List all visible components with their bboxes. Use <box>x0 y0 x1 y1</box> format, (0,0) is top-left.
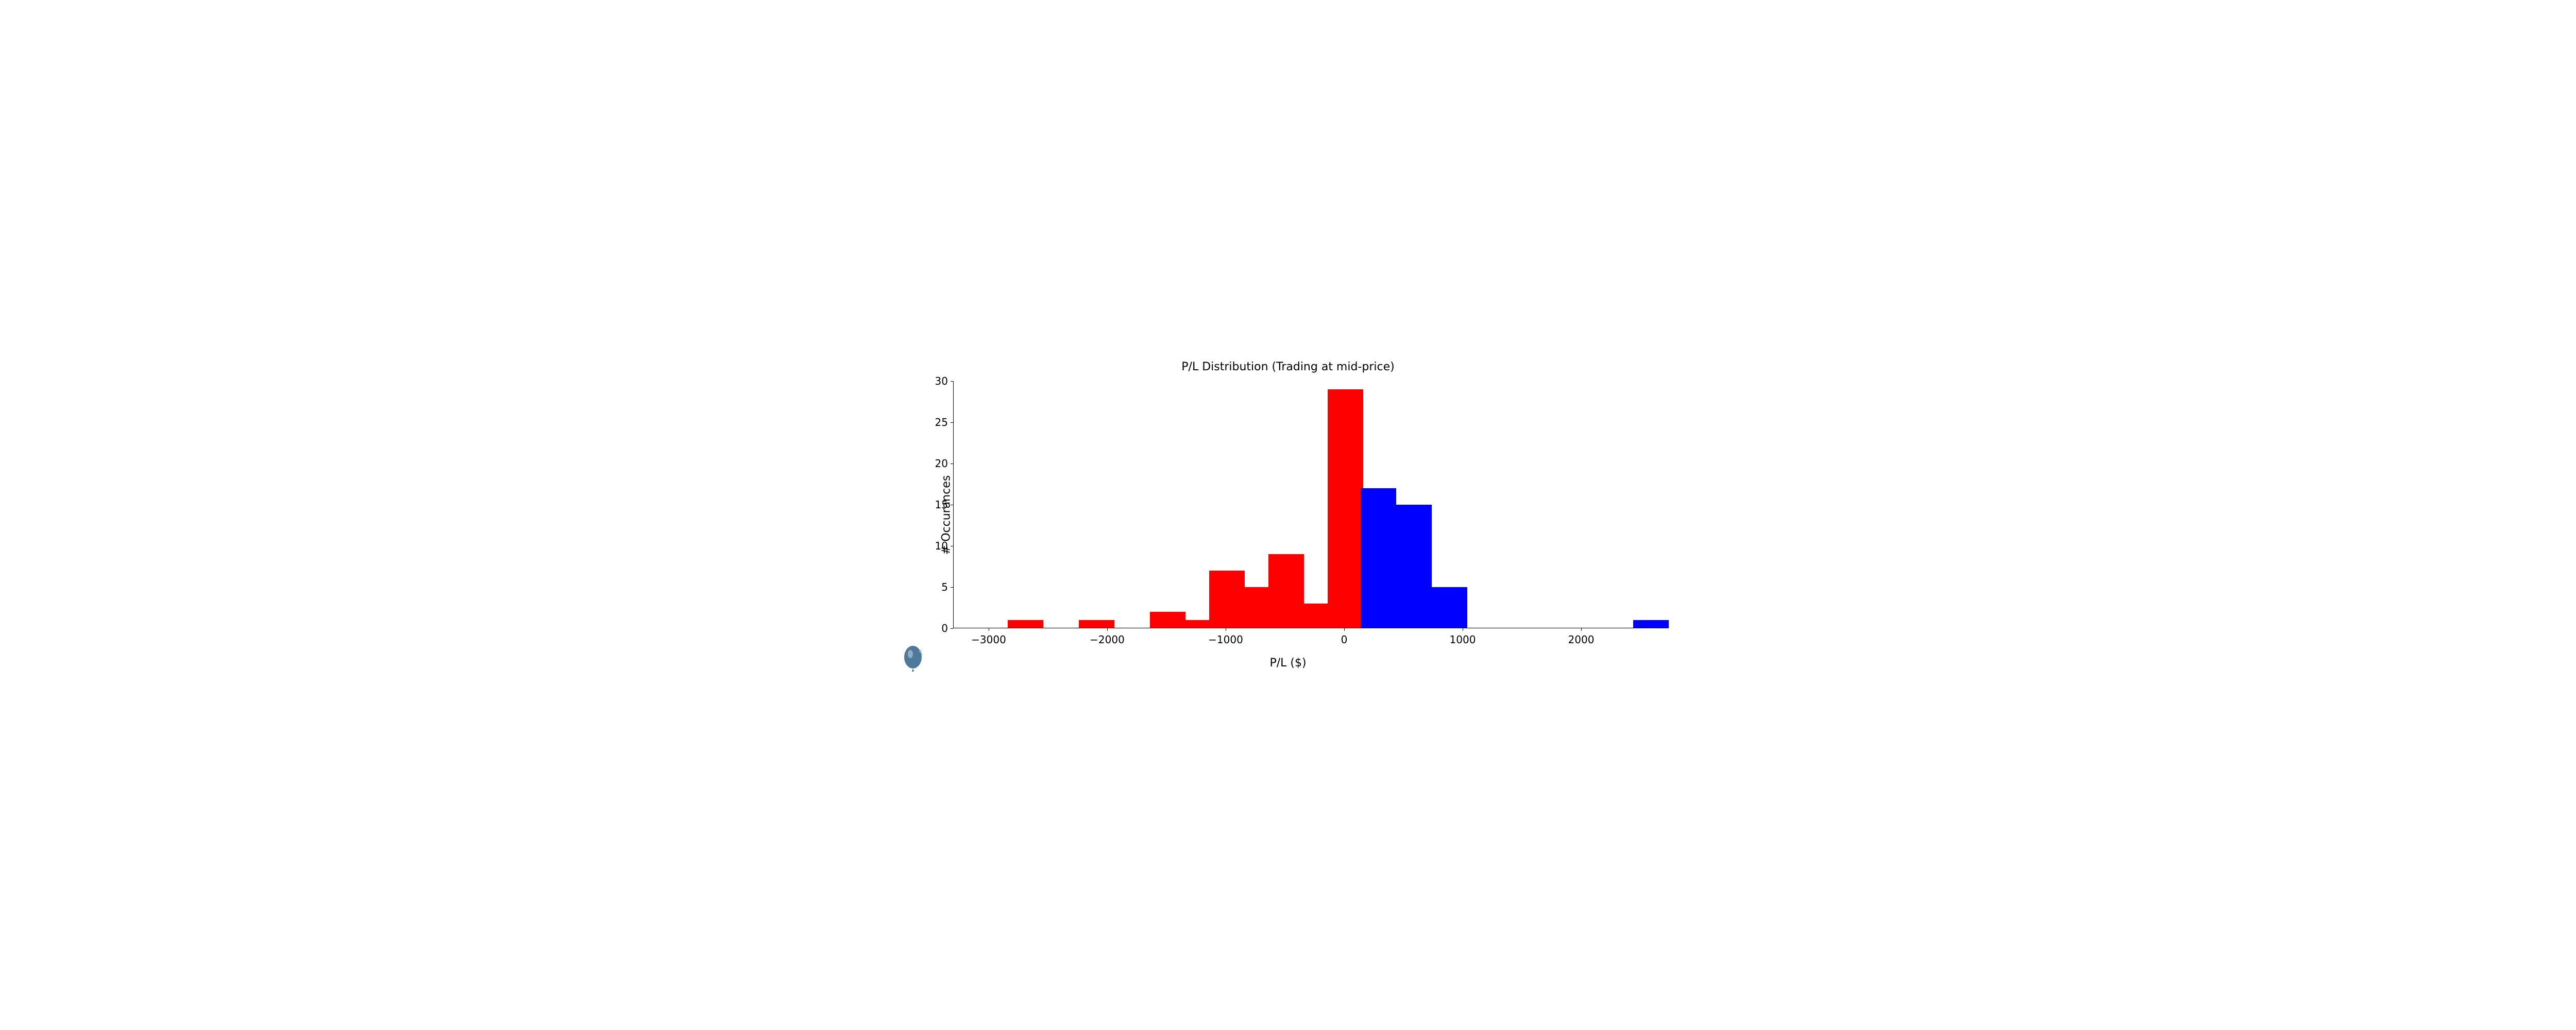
y-tick <box>951 628 953 629</box>
histogram-bar <box>1432 587 1467 628</box>
y-tick <box>951 381 953 382</box>
x-tick <box>1107 628 1108 631</box>
chart-title: P/L Distribution (Trading at mid-price) <box>1181 360 1394 373</box>
x-tick-label: 0 <box>1341 633 1348 646</box>
y-tick-label: 15 <box>935 499 948 511</box>
histogram-bar <box>1633 620 1669 628</box>
y-tick <box>951 422 953 423</box>
y-tick-label: 25 <box>935 416 948 428</box>
chart-title-text: P/L Distribution (Trading at mid-price) <box>1181 360 1394 373</box>
balloon-icon <box>902 644 926 675</box>
histogram-bar <box>1209 571 1245 628</box>
y-axis-line <box>953 381 954 628</box>
histogram-bar <box>1150 612 1185 628</box>
histogram-bar <box>1361 488 1396 628</box>
x-tick-label: 2000 <box>1568 633 1595 646</box>
y-tick-label: 30 <box>935 375 948 387</box>
plot-area <box>953 381 1664 628</box>
y-tick-label: 5 <box>941 581 948 593</box>
y-tick-label: 10 <box>935 540 948 552</box>
x-tick-label: −2000 <box>1090 633 1125 646</box>
x-tick-label: −1000 <box>1208 633 1243 646</box>
histogram-bar <box>1079 620 1114 628</box>
chart-container: P/L Distribution (Trading at mid-price) … <box>902 355 1674 675</box>
histogram-bar <box>1268 554 1304 628</box>
y-tick-label: 20 <box>935 457 948 470</box>
histogram-bar <box>1396 505 1432 628</box>
y-tick-label: 0 <box>941 622 948 634</box>
x-tick-label: 1000 <box>1450 633 1476 646</box>
x-tick-label: −3000 <box>971 633 1006 646</box>
x-axis-label-text: P/L ($) <box>1269 657 1306 670</box>
y-tick <box>951 587 953 588</box>
histogram-bar <box>1328 389 1363 628</box>
x-axis-label: P/L ($) <box>1269 657 1306 670</box>
x-tick <box>1581 628 1582 631</box>
histogram-bar <box>1008 620 1043 628</box>
x-tick <box>1344 628 1345 631</box>
